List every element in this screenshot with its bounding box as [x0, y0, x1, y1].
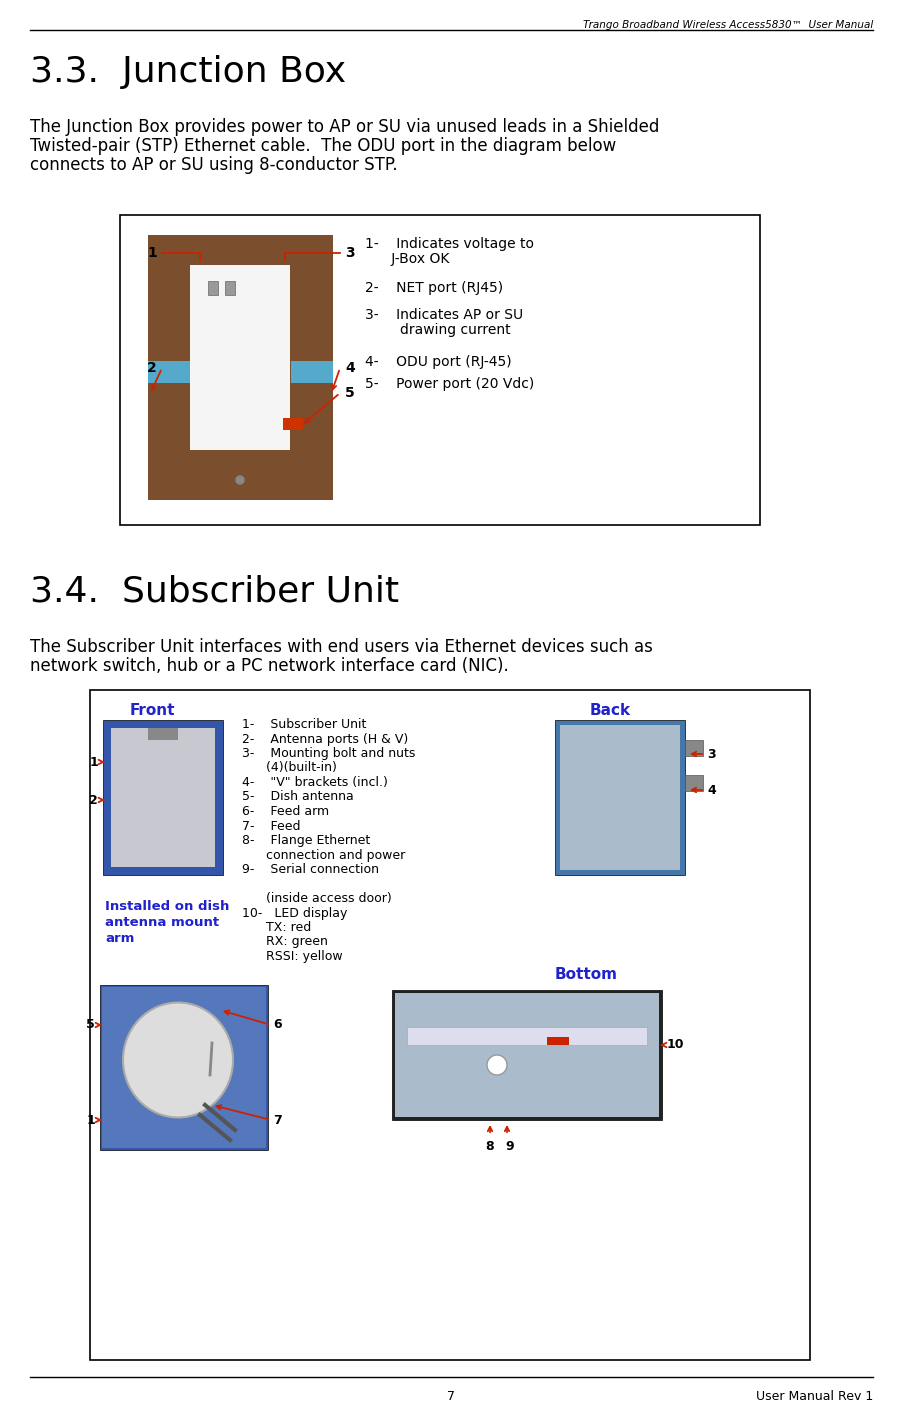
- Text: 1: 1: [89, 756, 98, 768]
- Text: 3-    Mounting bolt and nuts: 3- Mounting bolt and nuts: [242, 747, 415, 760]
- Text: (inside access door): (inside access door): [242, 892, 391, 905]
- Text: 2: 2: [89, 794, 98, 806]
- Text: 2: 2: [147, 362, 157, 376]
- Text: TX: red: TX: red: [242, 922, 311, 934]
- Text: RSSI: yellow: RSSI: yellow: [242, 950, 342, 962]
- Bar: [559, 725, 679, 870]
- Bar: [555, 720, 685, 875]
- Text: The Junction Box provides power to AP or SU via unused leads in a Shielded: The Junction Box provides power to AP or…: [30, 118, 658, 136]
- Text: 7-    Feed: 7- Feed: [242, 819, 300, 833]
- Text: 3: 3: [706, 747, 714, 761]
- Bar: [111, 727, 215, 867]
- Text: 3-    Indicates AP or SU: 3- Indicates AP or SU: [364, 308, 522, 322]
- Bar: [148, 235, 333, 499]
- Text: 2-    Antenna ports (H & V): 2- Antenna ports (H & V): [242, 733, 408, 746]
- Bar: [103, 720, 223, 875]
- Text: drawing current: drawing current: [364, 324, 510, 338]
- Bar: [148, 727, 178, 740]
- Text: 5: 5: [87, 1019, 95, 1031]
- Bar: [685, 775, 703, 791]
- Text: 8-    Flange Ethernet: 8- Flange Ethernet: [242, 834, 370, 847]
- Text: 7: 7: [446, 1390, 455, 1403]
- Text: 4: 4: [345, 362, 354, 376]
- Text: Bottom: Bottom: [555, 967, 617, 982]
- Bar: [90, 689, 809, 1361]
- Text: Trango Broadband Wireless Access5830™  User Manual: Trango Broadband Wireless Access5830™ Us…: [582, 20, 872, 30]
- Text: 5-    Dish antenna: 5- Dish antenna: [242, 791, 354, 803]
- Text: connection and power: connection and power: [242, 848, 405, 861]
- Text: 3: 3: [345, 246, 354, 260]
- Ellipse shape: [123, 1003, 233, 1117]
- Bar: [207, 281, 217, 295]
- Text: 9-    Serial connection: 9- Serial connection: [242, 862, 379, 877]
- Text: 7: 7: [272, 1113, 281, 1127]
- Bar: [100, 985, 268, 1150]
- Text: 5: 5: [345, 386, 354, 400]
- Bar: [685, 740, 703, 756]
- Text: 5-    Power port (20 Vdc): 5- Power port (20 Vdc): [364, 377, 534, 391]
- Text: 1-    Indicates voltage to: 1- Indicates voltage to: [364, 236, 533, 250]
- Text: 1: 1: [147, 246, 157, 260]
- Text: User Manual Rev 1: User Manual Rev 1: [755, 1390, 872, 1403]
- Text: 1: 1: [87, 1113, 95, 1127]
- Bar: [407, 1027, 647, 1045]
- Bar: [102, 986, 266, 1148]
- Text: arm: arm: [105, 931, 134, 946]
- Circle shape: [486, 1055, 506, 1075]
- Text: connects to AP or SU using 8-conductor STP.: connects to AP or SU using 8-conductor S…: [30, 156, 397, 174]
- Text: Installed on dish: Installed on dish: [105, 900, 229, 913]
- Bar: [120, 215, 759, 525]
- Text: 6-    Feed arm: 6- Feed arm: [242, 805, 328, 817]
- Text: (4)(built-in): (4)(built-in): [242, 761, 336, 774]
- Bar: [547, 1037, 568, 1045]
- Text: 4-    ODU port (RJ-45): 4- ODU port (RJ-45): [364, 355, 511, 369]
- Text: 10-   LED display: 10- LED display: [242, 906, 347, 920]
- Text: 10: 10: [667, 1038, 684, 1051]
- Text: Twisted-pair (STP) Ethernet cable.  The ODU port in the diagram below: Twisted-pair (STP) Ethernet cable. The O…: [30, 136, 615, 155]
- Bar: [189, 265, 290, 450]
- Text: 3.4.  Subscriber Unit: 3.4. Subscriber Unit: [30, 575, 399, 609]
- Text: network switch, hub or a PC network interface card (NIC).: network switch, hub or a PC network inte…: [30, 657, 508, 675]
- Text: The Subscriber Unit interfaces with end users via Ethernet devices such as: The Subscriber Unit interfaces with end …: [30, 637, 652, 656]
- Bar: [394, 993, 658, 1117]
- Text: 6: 6: [272, 1019, 281, 1031]
- Circle shape: [235, 476, 244, 484]
- Text: J-Box OK: J-Box OK: [364, 252, 449, 266]
- Text: RX: green: RX: green: [242, 936, 327, 948]
- Bar: [148, 362, 189, 383]
- Text: 9: 9: [505, 1140, 514, 1152]
- Text: Back: Back: [589, 704, 630, 718]
- Text: 8: 8: [485, 1140, 493, 1152]
- Text: 4: 4: [706, 784, 715, 796]
- Text: 1-    Subscriber Unit: 1- Subscriber Unit: [242, 718, 366, 732]
- Bar: [290, 362, 333, 383]
- Text: 3.3.  Junction Box: 3.3. Junction Box: [30, 55, 345, 89]
- Text: 4-    "V" brackets (incl.): 4- "V" brackets (incl.): [242, 777, 388, 789]
- Bar: [282, 418, 303, 431]
- Text: Front: Front: [130, 704, 175, 718]
- Bar: [225, 281, 235, 295]
- Text: antenna mount: antenna mount: [105, 916, 219, 929]
- Text: 2-    NET port (RJ45): 2- NET port (RJ45): [364, 281, 502, 295]
- Bar: [391, 991, 661, 1120]
